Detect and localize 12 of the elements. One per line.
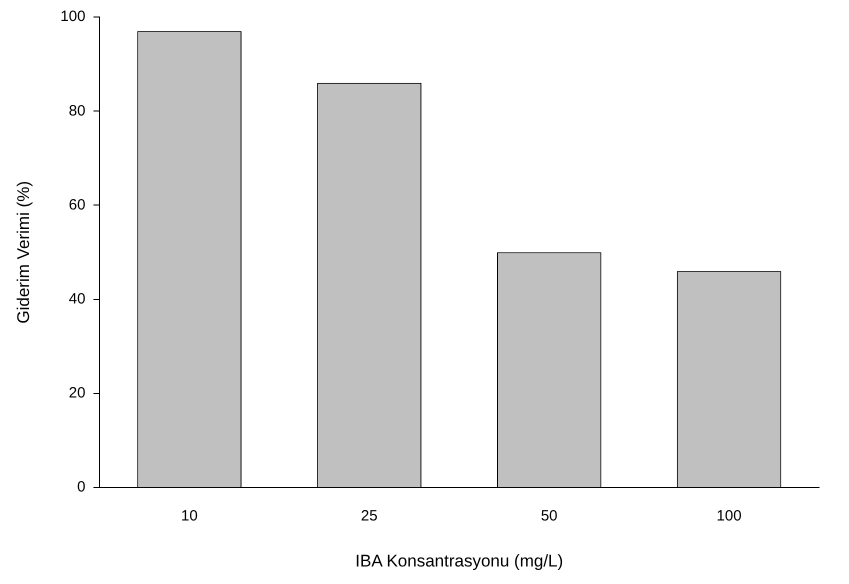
- x-axis-title: IBA Konsantrasyonu (mg/L): [355, 551, 564, 570]
- y-tick-label: 20: [68, 384, 86, 402]
- y-axis-title: Giderim Verimi (%): [14, 180, 33, 324]
- y-tick-label: 100: [60, 8, 86, 26]
- x-tick-label: 50: [540, 508, 558, 525]
- x-tick-label: 25: [360, 508, 378, 525]
- y-tick-label: 0: [77, 478, 86, 496]
- x-tick-label: 10: [181, 508, 198, 525]
- y-tick-label: 80: [68, 102, 86, 120]
- y-tick-label: 60: [68, 196, 86, 214]
- y-tick-label: 40: [68, 290, 86, 308]
- x-tick-label: 100: [716, 508, 742, 525]
